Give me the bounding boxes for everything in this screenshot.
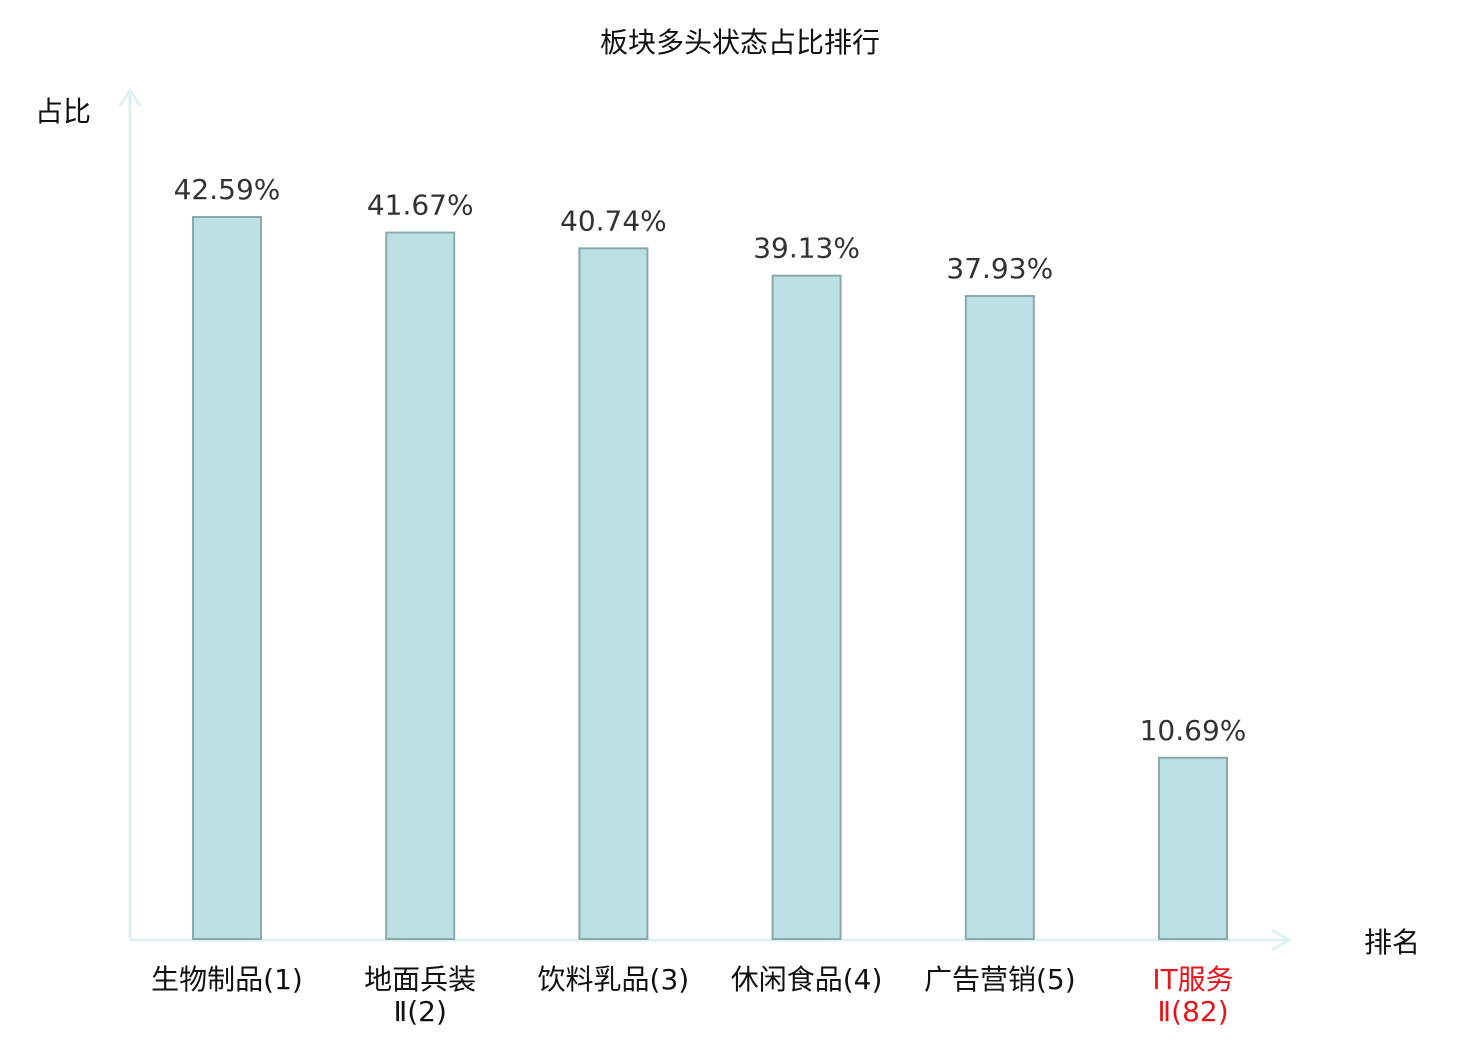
x-tick-label: IT服务Ⅱ(82) — [1152, 963, 1234, 1028]
y-axis — [118, 87, 142, 940]
data-label: 41.67% — [367, 189, 474, 222]
bar — [578, 247, 649, 940]
bar — [771, 274, 842, 940]
bar — [192, 216, 262, 940]
data-label: 10.69% — [1140, 714, 1247, 747]
data-label: 40.74% — [560, 204, 667, 237]
bar — [385, 231, 456, 941]
x-tick-label: 休闲食品(4) — [730, 963, 883, 996]
x-axis — [130, 928, 1292, 952]
y-axis-label: 占比 — [35, 95, 91, 128]
x-axis-label: 排名 — [1364, 926, 1420, 959]
x-tick-label: 地面兵装Ⅱ(2) — [364, 963, 477, 1028]
bar — [964, 294, 1035, 941]
x-tick-label: 广告营销(5) — [923, 963, 1076, 996]
data-label: 37.93% — [946, 252, 1053, 285]
bar — [1158, 756, 1228, 941]
data-label: 39.13% — [753, 232, 860, 265]
x-tick-label: 生物制品(1) — [151, 963, 303, 996]
data-label: 42.59% — [174, 173, 281, 206]
x-tick-label: 饮料乳品(3) — [537, 963, 690, 996]
chart-title: 板块多头状态占比排行 — [600, 26, 880, 59]
